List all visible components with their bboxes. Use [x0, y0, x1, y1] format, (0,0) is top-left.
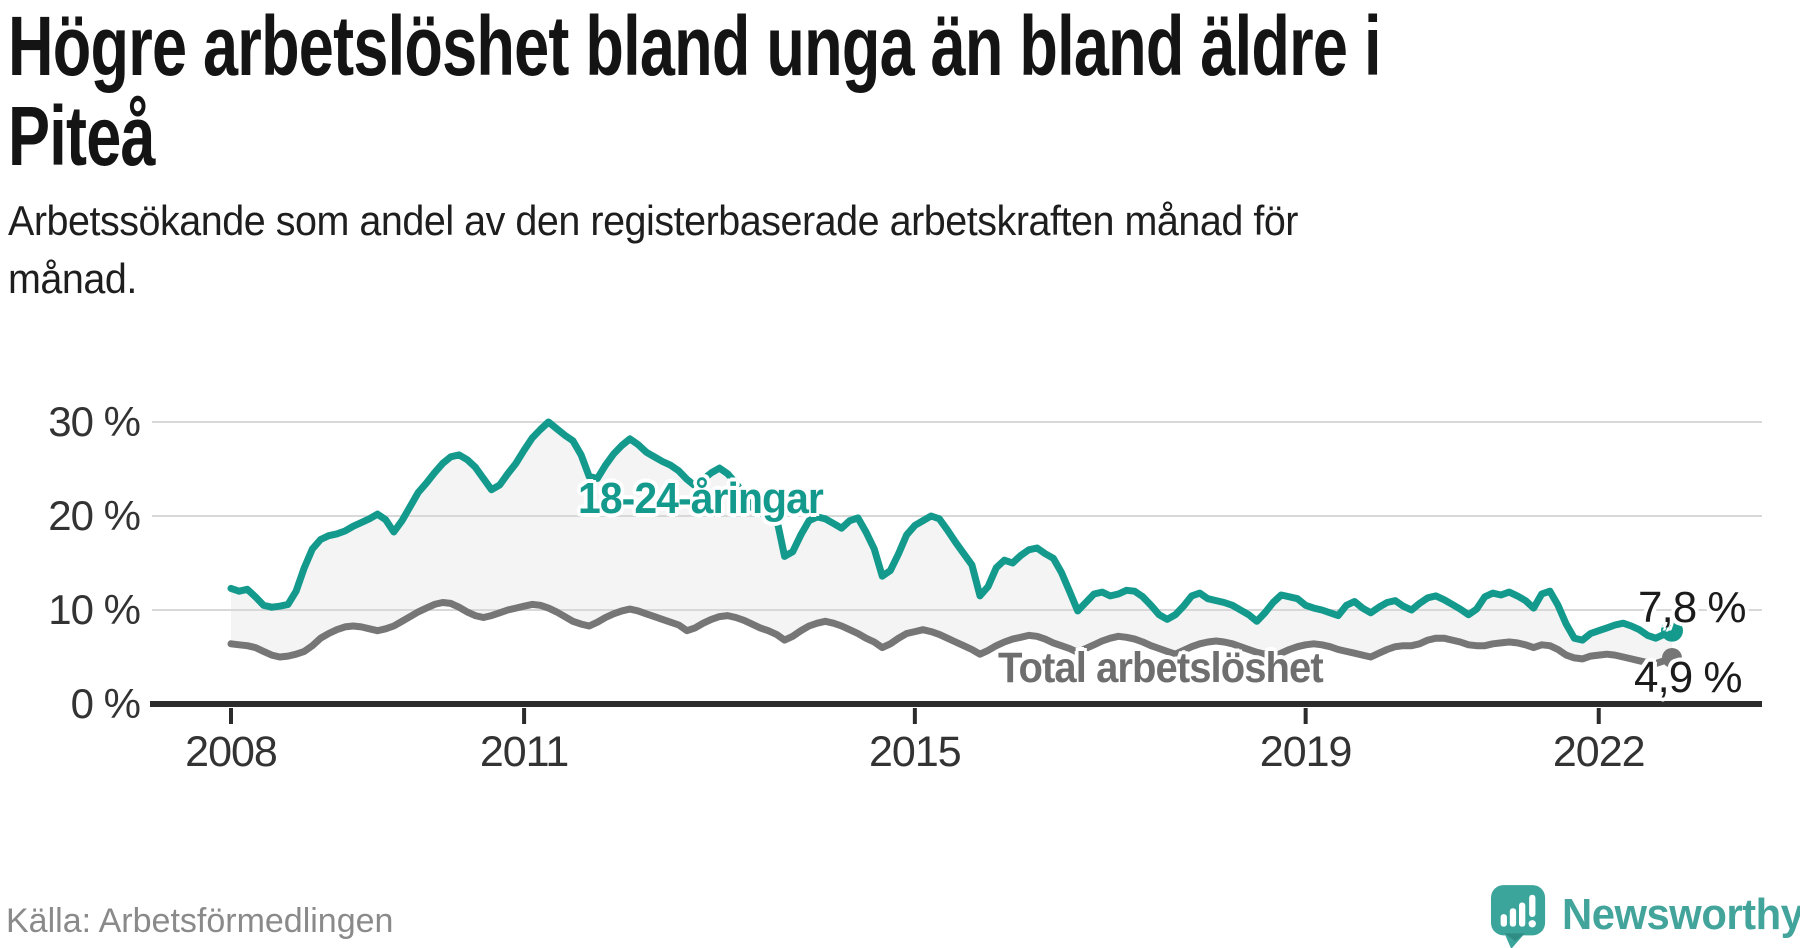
source-credit: Källa: Arbetsförmedlingen [6, 902, 394, 940]
series-label-total: Total arbetslöshet [998, 644, 1324, 692]
page-subtitle-line1: Arbetssökande som andel av den registerb… [8, 197, 1298, 244]
x-axis-label: 2019 [1259, 728, 1353, 776]
total-line [227, 599, 1676, 668]
newsworthy-logo[interactable]: Newsworthy [1490, 884, 1800, 948]
newsworthy-logo-icon [1490, 885, 1546, 948]
page-subtitle: Arbetssökande som andel av den registerb… [8, 192, 1298, 308]
page-title-line2: Piteå [8, 88, 156, 183]
y-axis-label: 20 % [48, 492, 141, 539]
page-title: Högre arbetslöshet bland unga än bland ä… [8, 0, 1381, 183]
youth-end-dot [1661, 619, 1683, 642]
youth-line [227, 418, 1676, 644]
band-fill [231, 422, 1672, 664]
y-axis-label: 30 % [48, 398, 141, 445]
total-end-value-label: 4,9 % [1634, 653, 1743, 702]
x-axis-label: 2008 [185, 728, 278, 776]
total-end-dot [1662, 647, 1682, 668]
y-axis-label: 0 % [70, 680, 141, 727]
x-axis-label: 2022 [1552, 728, 1646, 776]
series-label-youth: 18-24-åringar [578, 474, 824, 523]
page-subtitle-line2: månad. [8, 254, 137, 302]
page-title-line1: Högre arbetslöshet bland unga än bland ä… [8, 0, 1381, 93]
x-axis-label: 2015 [869, 728, 962, 776]
newsworthy-logo-text: Newsworthy [1562, 890, 1800, 939]
y-axis-label: 10 % [48, 586, 141, 633]
youth-end-value-label: 7,8 % [1638, 583, 1747, 632]
x-axis-label: 2011 [479, 728, 569, 776]
